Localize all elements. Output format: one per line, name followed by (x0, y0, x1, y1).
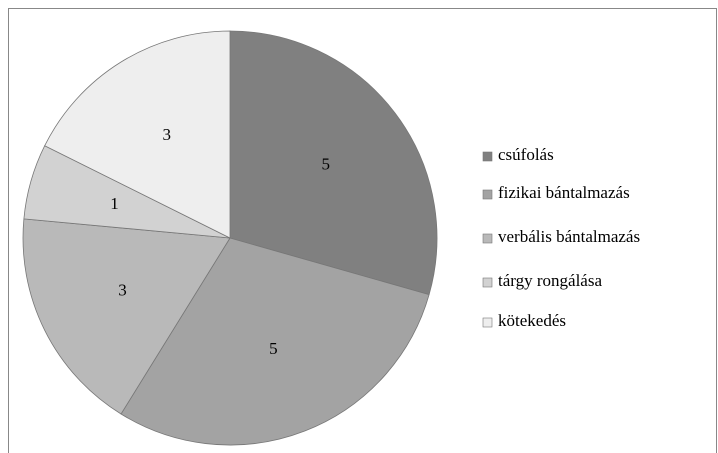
pie-slice (22, 218, 231, 415)
legend-label: fizikai bántalmazás (498, 183, 630, 202)
legend-label: verbális bántalmazás (498, 227, 640, 246)
chart-frame (8, 8, 717, 453)
pie-slice (44, 30, 231, 239)
data-label: 3 (118, 280, 127, 299)
legend-swatch (482, 233, 493, 244)
legend-swatch (482, 317, 493, 328)
data-label: 3 (163, 125, 172, 144)
data-label: 1 (110, 194, 119, 213)
legend-swatch (482, 151, 493, 162)
legend-label: tárgy rongálása (498, 271, 602, 290)
data-label: 5 (322, 155, 331, 174)
data-label: 5 (269, 339, 278, 358)
legend-swatch (482, 189, 493, 200)
pie-slice (229, 30, 438, 296)
legend-swatch (482, 277, 493, 288)
legend-label: kötekedés (498, 311, 566, 330)
legend-label: csúfolás (498, 145, 554, 164)
